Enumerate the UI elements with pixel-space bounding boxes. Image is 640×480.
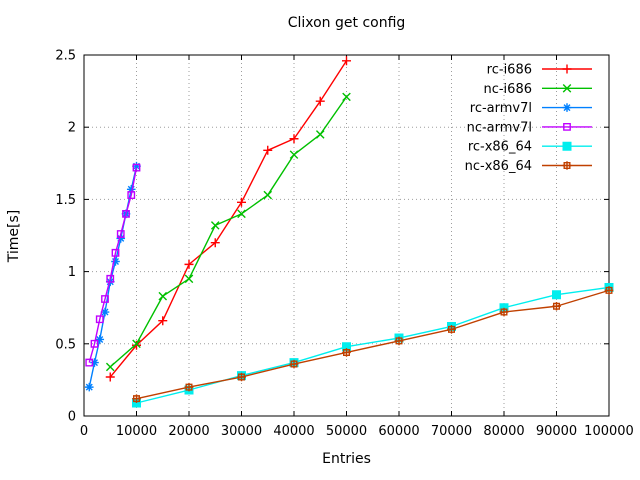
series-marker-nc-i686 [315,130,325,139]
series-marker-rc-i686 [184,259,194,269]
series-line-rc-armv7l [88,166,138,388]
series-marker-nc-armv7l [101,295,109,303]
series-marker-nc-i686 [158,291,168,301]
series-marker-rc-i686 [105,372,115,382]
series-line-rc-x86_64 [136,286,610,404]
series-marker-nc-x86_64 [447,325,456,334]
y-tick-label: 1.5 [55,193,76,208]
series-line-nc-i686 [109,96,348,368]
y-tick-label: 0 [68,410,76,425]
x-tick-label: 40000 [273,424,314,439]
series-marker-rc-i686 [237,197,246,207]
series-marker-rc-x86_64 [552,290,561,300]
series-marker-rc-armv7l [100,307,110,317]
series-marker-rc-i686 [263,145,273,155]
series-marker-nc-x86_64 [342,348,351,357]
series-marker-nc-i686 [210,221,220,230]
series-marker-nc-armv7l [132,163,141,172]
legend-sample-marker-nc-armv7l [563,123,571,131]
series-marker-nc-armv7l [122,209,130,218]
x-tick-label: 90000 [536,424,577,439]
legend-label-rc-x86_64: rc-x86_64 [468,140,532,155]
series-marker-rc-i686 [315,96,325,106]
series-marker-nc-x86_64 [604,286,614,295]
series-marker-nc-x86_64 [132,394,141,403]
x-tick-label: 70000 [431,424,472,439]
legend-sample-marker-nc-x86_64 [562,161,572,170]
series-marker-rc-i686 [210,238,220,248]
series-marker-nc-armv7l [106,274,115,283]
series-marker-nc-x86_64 [184,382,194,392]
series-marker-rc-armv7l [111,257,120,266]
chart-title: Clixon get config [287,15,406,31]
legend-sample-marker-rc-x86_64 [562,141,572,151]
series-marker-nc-armv7l [127,191,136,199]
legend-sample-marker-nc-i686 [562,84,572,93]
y-tick-label: 1 [68,265,76,280]
x-axis-label: Entries [322,451,371,467]
legend-label-rc-armv7l: rc-armv7l [470,101,532,116]
y-tick-label: 2 [68,121,76,136]
y-tick-label: 2.5 [55,49,76,64]
x-tick-label: 100000 [584,424,634,439]
series-line-nc-x86_64 [136,289,610,400]
series-marker-rc-i686 [289,134,299,144]
series-marker-nc-armv7l [111,248,120,257]
series-marker-nc-x86_64 [552,301,561,311]
series-marker-nc-i686 [132,339,141,349]
series-line-nc-armv7l [88,167,138,363]
series-marker-nc-x86_64 [237,372,246,382]
x-tick-label: 0 [80,424,88,439]
x-tick-label: 80000 [483,424,524,439]
series-marker-rc-armv7l [126,184,136,194]
series-marker-nc-armv7l [116,230,125,238]
series-marker-nc-i686 [263,190,273,200]
series-marker-nc-x86_64 [394,336,404,346]
series-marker-rc-armv7l [90,358,99,367]
series-marker-nc-i686 [237,209,246,219]
series-marker-rc-armv7l [116,234,126,243]
series-marker-nc-i686 [289,150,299,159]
legend-label-rc-i686: rc-i686 [487,63,532,78]
series-marker-rc-i686 [158,316,168,326]
legend-label-nc-armv7l: nc-armv7l [467,120,532,135]
series-marker-nc-i686 [184,274,194,284]
series-marker-rc-x86_64 [342,342,351,352]
series-marker-nc-armv7l [95,315,104,324]
series-marker-nc-armv7l [90,339,99,348]
series-marker-nc-x86_64 [289,359,299,369]
series-marker-rc-i686 [132,340,141,350]
series-marker-nc-i686 [342,92,351,102]
x-tick-label: 20000 [168,424,209,439]
series-line-rc-i686 [109,60,348,378]
series-marker-rc-armv7l [132,161,141,171]
series-marker-nc-armv7l [85,358,94,367]
series-marker-rc-armv7l [95,335,105,344]
legend-sample-marker-rc-i686 [562,64,572,74]
x-tick-label: 10000 [116,424,157,439]
x-tick-label: 50000 [326,424,367,439]
series-marker-nc-x86_64 [499,307,509,317]
x-tick-label: 60000 [378,424,419,439]
y-tick-label: 0.5 [55,337,76,352]
series-marker-nc-i686 [105,362,115,372]
series-marker-rc-armv7l [84,382,94,392]
x-tick-label: 30000 [221,424,262,439]
legend-sample-marker-rc-armv7l [562,103,572,112]
legend-label-nc-i686: nc-i686 [483,82,532,97]
legend-label-nc-x86_64: nc-x86_64 [465,159,532,174]
series-marker-rc-i686 [342,56,351,66]
